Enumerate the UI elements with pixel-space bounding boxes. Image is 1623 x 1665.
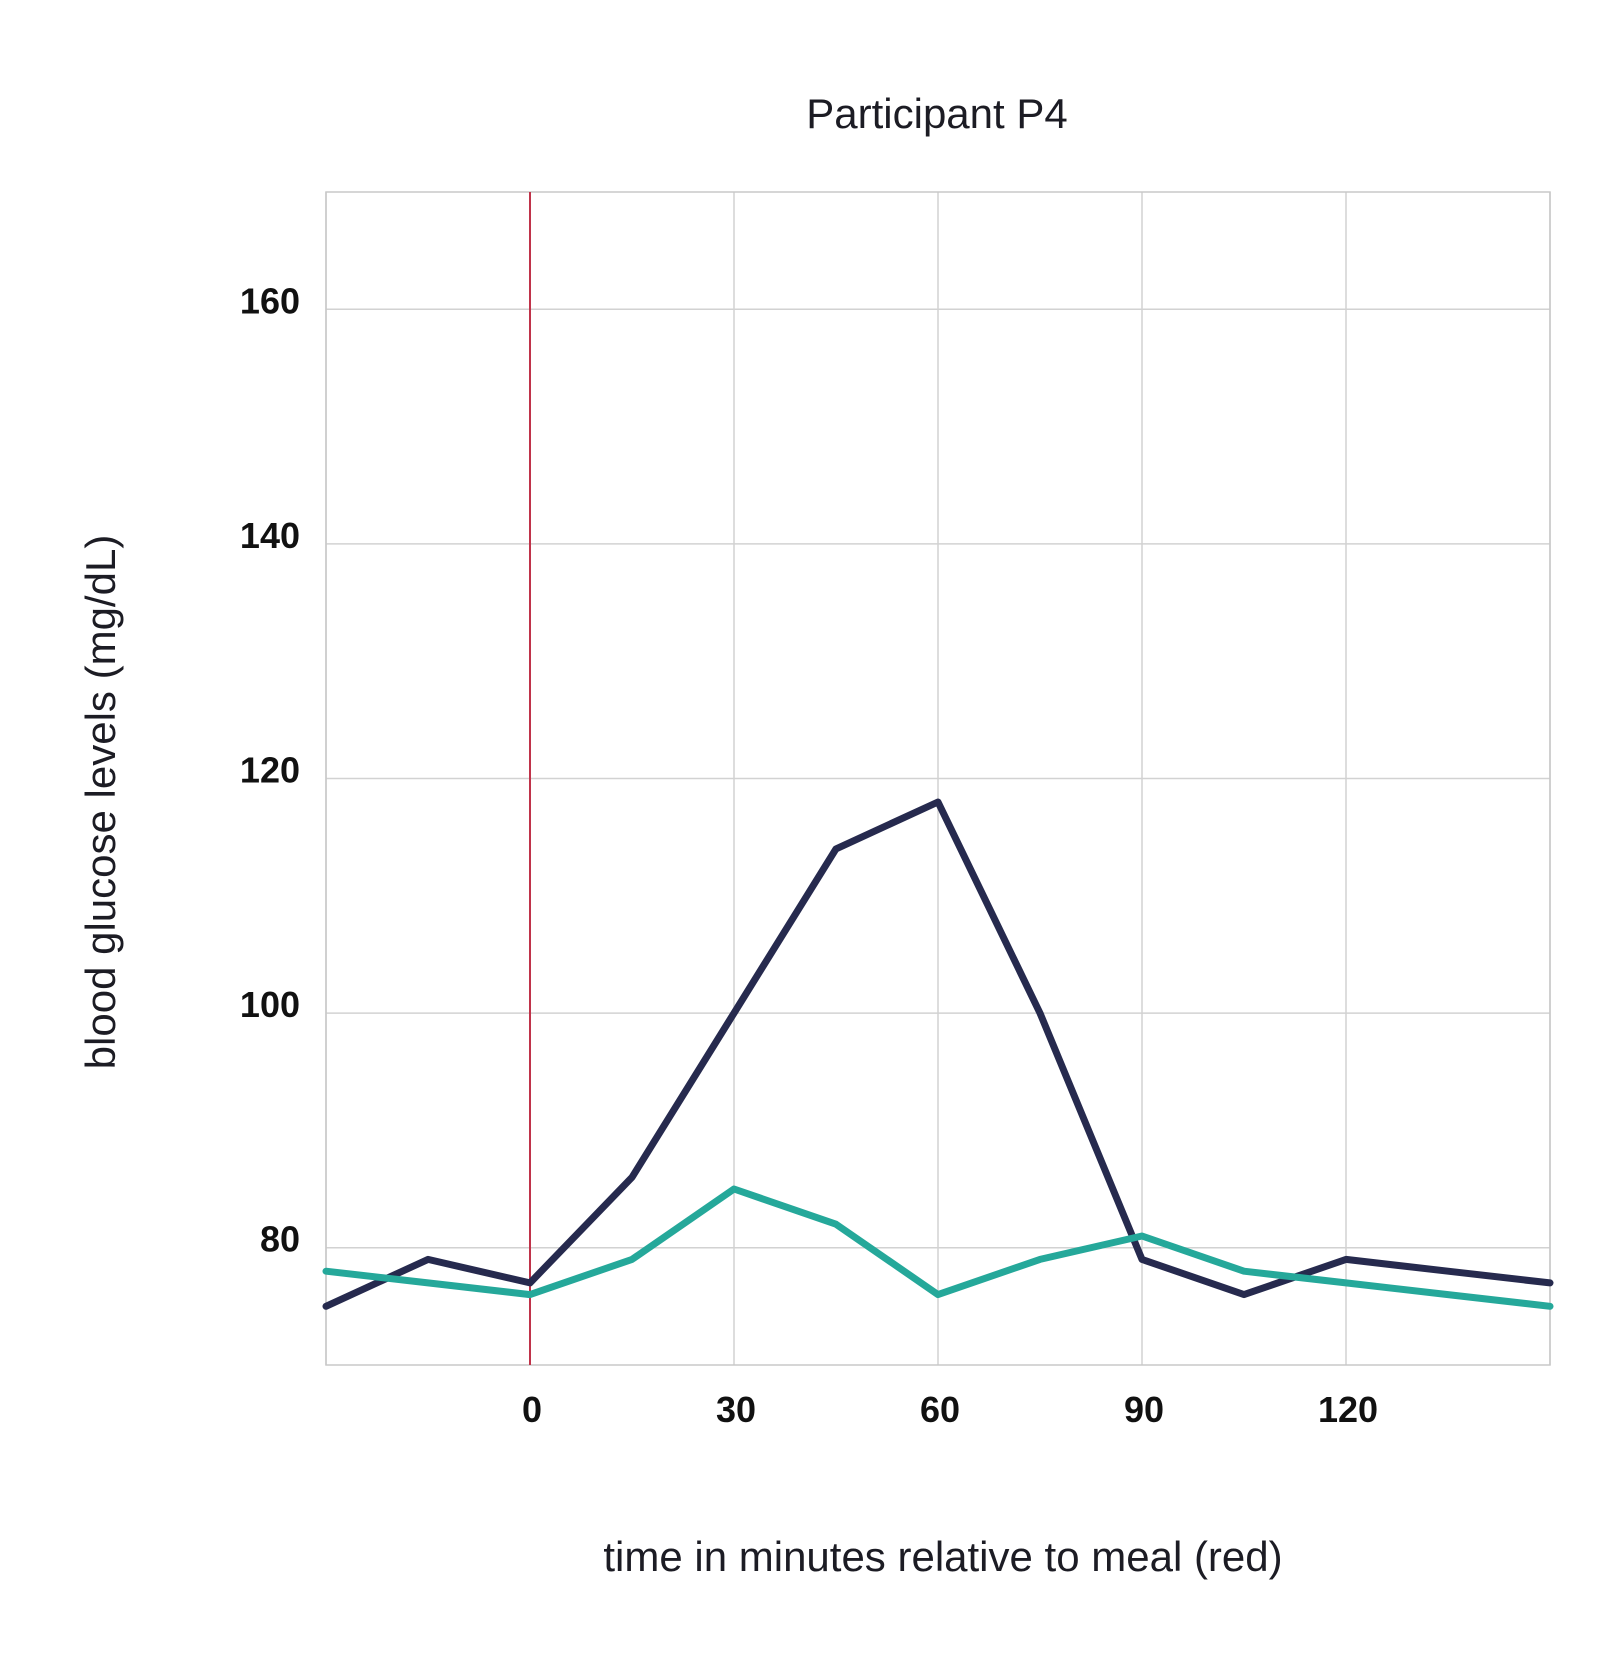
series-line-1 [322,798,1554,1310]
y-tick-labels: 80 100 120 140 160 [240,280,300,1259]
y-tick-label: 100 [240,984,300,1025]
plot-frame [325,191,1551,1366]
y-axis-label: blood glucose levels (mg/dL) [77,535,124,1070]
x-tick-label: 90 [1124,1389,1164,1430]
x-tick-label: 0 [522,1389,542,1430]
chart-title: Participant P4 [806,90,1067,137]
series-line-2 [322,1185,1554,1310]
x-tick-label: 60 [920,1389,960,1430]
x-tick-label: 30 [716,1389,756,1430]
x-tick-label: 120 [1318,1389,1378,1430]
x-axis-label: time in minutes relative to meal (red) [603,1533,1282,1580]
grid [325,192,1551,1365]
series-layer [322,798,1554,1310]
x-tick-labels: 0 30 60 90 120 [522,1389,1378,1430]
y-tick-label: 120 [240,750,300,791]
y-tick-label: 140 [240,515,300,556]
y-tick-label: 160 [240,280,300,321]
y-tick-label: 80 [260,1219,300,1260]
